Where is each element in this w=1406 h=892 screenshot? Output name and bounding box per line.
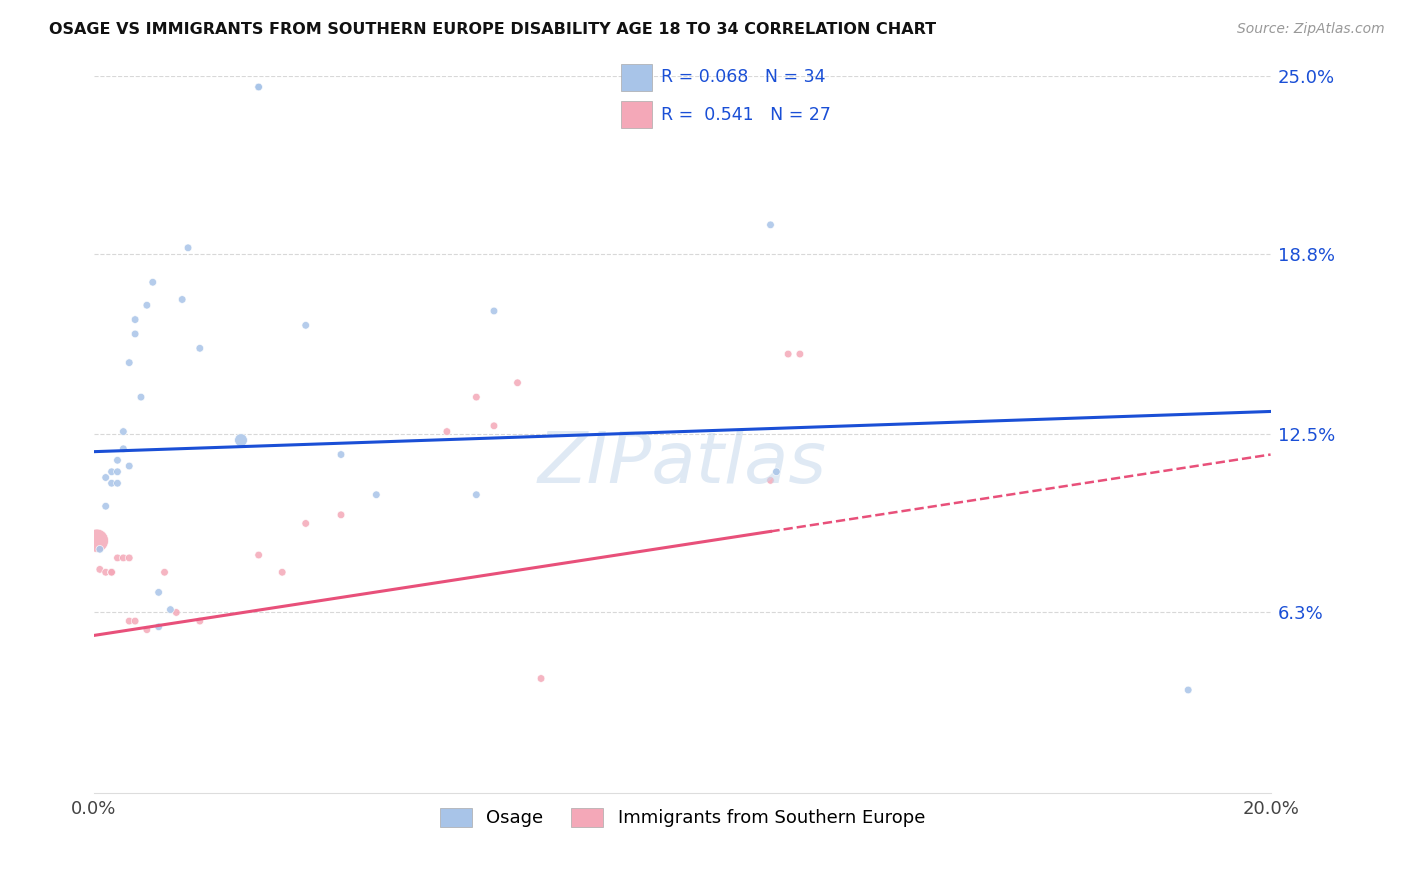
Point xyxy=(124,312,146,326)
Point xyxy=(330,508,353,522)
Point xyxy=(107,476,129,491)
Point xyxy=(86,533,108,548)
Point xyxy=(148,620,170,634)
Point xyxy=(129,390,152,404)
Point xyxy=(247,548,270,562)
Point xyxy=(118,614,141,628)
Point xyxy=(330,448,353,462)
Point xyxy=(759,218,782,232)
Point xyxy=(229,433,252,447)
Point xyxy=(148,585,170,599)
Point xyxy=(100,566,122,580)
Text: OSAGE VS IMMIGRANTS FROM SOUTHERN EUROPE DISABILITY AGE 18 TO 34 CORRELATION CHA: OSAGE VS IMMIGRANTS FROM SOUTHERN EUROPE… xyxy=(49,22,936,37)
Point xyxy=(436,425,458,439)
Point xyxy=(482,418,505,433)
Point xyxy=(366,488,388,502)
Point xyxy=(107,550,129,565)
Point xyxy=(165,606,187,620)
Point xyxy=(89,562,111,576)
Point xyxy=(247,80,270,95)
Point xyxy=(135,623,157,637)
Point xyxy=(172,293,194,307)
Point xyxy=(188,341,211,355)
Point xyxy=(135,298,157,312)
Point xyxy=(247,80,270,95)
Point xyxy=(112,442,135,456)
Point xyxy=(112,425,135,439)
Point xyxy=(159,602,181,616)
Point xyxy=(765,465,787,479)
Point xyxy=(124,614,146,628)
Point xyxy=(107,453,129,467)
Point xyxy=(506,376,529,390)
FancyBboxPatch shape xyxy=(621,63,652,91)
Point xyxy=(465,488,488,502)
Point xyxy=(94,500,117,514)
Point xyxy=(294,318,316,333)
Point xyxy=(142,275,165,289)
Point xyxy=(100,465,122,479)
Point xyxy=(100,476,122,491)
Point xyxy=(294,516,316,531)
Text: R =  0.541   N = 27: R = 0.541 N = 27 xyxy=(661,105,831,123)
Point xyxy=(94,470,117,484)
Point xyxy=(118,550,141,565)
Point xyxy=(465,390,488,404)
Legend: Osage, Immigrants from Southern Europe: Osage, Immigrants from Southern Europe xyxy=(432,801,932,835)
Point xyxy=(271,566,294,580)
Point xyxy=(118,356,141,370)
Point xyxy=(100,566,122,580)
Point xyxy=(778,347,800,361)
Point xyxy=(89,542,111,557)
Point xyxy=(124,326,146,341)
Point xyxy=(188,614,211,628)
Point xyxy=(112,550,135,565)
Point xyxy=(94,566,117,580)
Text: R = 0.068   N = 34: R = 0.068 N = 34 xyxy=(661,69,825,87)
Point xyxy=(1177,683,1199,698)
Point xyxy=(789,347,811,361)
Point xyxy=(177,241,200,255)
Point xyxy=(100,566,122,580)
Point xyxy=(153,566,176,580)
Text: ZIPatlas: ZIPatlas xyxy=(537,429,827,498)
FancyBboxPatch shape xyxy=(621,101,652,128)
Point xyxy=(759,474,782,488)
Point xyxy=(107,465,129,479)
Point xyxy=(482,304,505,318)
Point xyxy=(118,458,141,473)
Text: Source: ZipAtlas.com: Source: ZipAtlas.com xyxy=(1237,22,1385,37)
Point xyxy=(530,672,553,686)
